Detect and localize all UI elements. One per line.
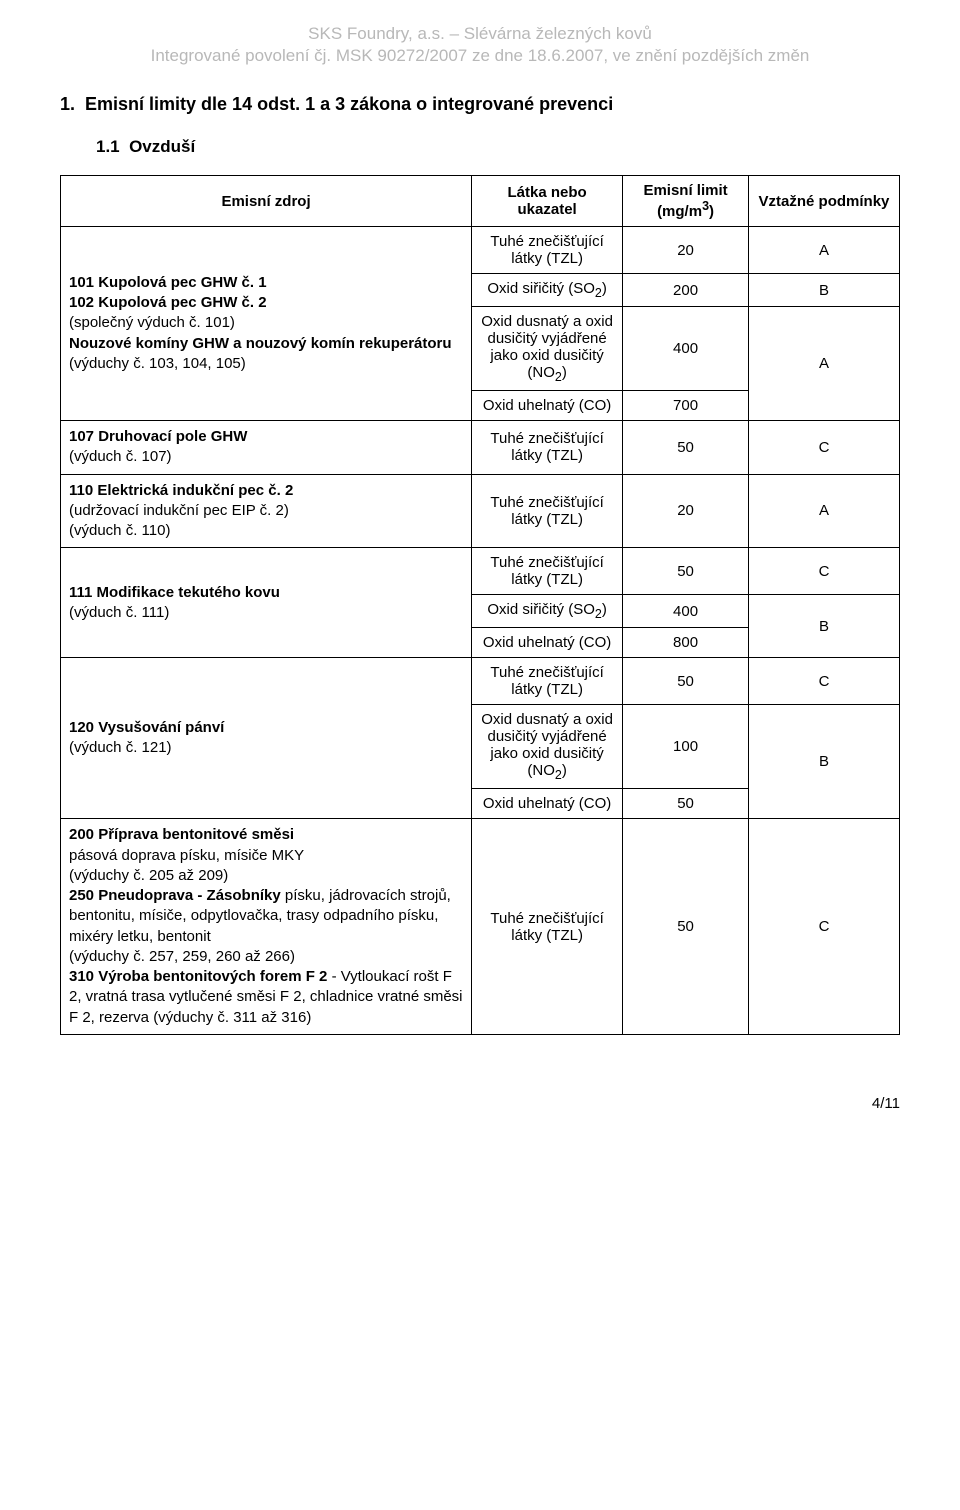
limit-cell: 800 — [623, 628, 749, 658]
indicator-cell: Oxid uhelnatý (CO) — [472, 391, 623, 421]
cond-cell: B — [748, 705, 899, 819]
header-line-2: Integrované povolení čj. MSK 90272/2007 … — [60, 46, 900, 66]
col-limit: Emisní limit (mg/m3) — [623, 176, 749, 227]
src-l1: 107 Druhovací pole GHW — [69, 428, 247, 445]
cond-cell: A — [748, 307, 899, 421]
source-cell: 111 Modifikace tekutého kovu (výduch č. … — [61, 548, 472, 658]
cond-cell: A — [748, 227, 899, 274]
indicator-cell: Oxid dusnatý a oxid dusičitý vyjádřené j… — [472, 307, 623, 391]
header-line-1: SKS Foundry, a.s. – Slévárna železných k… — [60, 24, 900, 44]
col-indicator: Látka nebo ukazatel — [472, 176, 623, 227]
source-cell: 101 Kupolová pec GHW č. 1 102 Kupolová p… — [61, 227, 472, 421]
limit-cell: 20 — [623, 227, 749, 274]
src-l2: (výduch č. 121) — [69, 739, 172, 756]
indicator-cell: Tuhé znečišťující látky (TZL) — [472, 421, 623, 475]
src-l2: pásová doprava písku, mísiče MKY — [69, 847, 304, 864]
subsection-title: 1.1 Ovzduší — [96, 137, 900, 157]
indicator-cell: Oxid siřičitý (SO2) — [472, 595, 623, 628]
src-l3: (výduch č. 110) — [69, 522, 170, 539]
indicator-cell: Tuhé znečišťující látky (TZL) — [472, 658, 623, 705]
src-l1: 111 Modifikace tekutého kovu — [69, 584, 280, 601]
table-row: 101 Kupolová pec GHW č. 1 102 Kupolová p… — [61, 227, 900, 274]
limit-cell: 50 — [623, 421, 749, 475]
source-cell: 120 Vysušování pánví (výduch č. 121) — [61, 658, 472, 819]
col-conditions: Vztažné podmínky — [748, 176, 899, 227]
indicator-cell: Tuhé znečišťující látky (TZL) — [472, 819, 623, 1035]
table-row: 111 Modifikace tekutého kovu (výduch č. … — [61, 548, 900, 595]
page-number: 4/11 — [60, 1095, 900, 1112]
limit-cell: 400 — [623, 595, 749, 628]
src-l1: 101 Kupolová pec GHW č. 1 — [69, 274, 267, 291]
cond-cell: A — [748, 474, 899, 548]
indicator-cell: Tuhé znečišťující látky (TZL) — [472, 227, 623, 274]
src-l3: (výduchy č. 205 až 209) — [69, 867, 228, 884]
src-l2: (výduch č. 107) — [69, 448, 172, 465]
limit-cell: 400 — [623, 307, 749, 391]
indicator-cell: Tuhé znečišťující látky (TZL) — [472, 474, 623, 548]
source-cell: 107 Druhovací pole GHW (výduch č. 107) — [61, 421, 472, 475]
cond-cell: B — [748, 595, 899, 658]
src-l2: (výduch č. 111) — [69, 604, 169, 621]
table-header-row: Emisní zdroj Látka nebo ukazatel Emisní … — [61, 176, 900, 227]
src-l2: (udržovací indukční pec EIP č. 2) — [69, 502, 289, 519]
limit-cell: 700 — [623, 391, 749, 421]
limit-cell: 50 — [623, 789, 749, 819]
limit-cell: 50 — [623, 548, 749, 595]
limit-cell: 100 — [623, 705, 749, 789]
src-l4: Nouzové komíny GHW a nouzový komín rekup… — [69, 335, 452, 352]
indicator-cell: Oxid siřičitý (SO2) — [472, 274, 623, 307]
indicator-cell: Oxid uhelnatý (CO) — [472, 628, 623, 658]
emissions-table: Emisní zdroj Látka nebo ukazatel Emisní … — [60, 175, 900, 1035]
cond-cell: C — [748, 819, 899, 1035]
limit-cell: 50 — [623, 819, 749, 1035]
src-l1: 200 Příprava bentonitové směsi — [69, 826, 294, 843]
src-l5: (výduchy č. 257, 259, 260 až 266) — [69, 948, 295, 965]
indicator-cell: Oxid uhelnatý (CO) — [472, 789, 623, 819]
section-title: 1. Emisní limity dle 14 odst. 1 a 3 záko… — [60, 94, 900, 115]
source-cell: 200 Příprava bentonitové směsi pásová do… — [61, 819, 472, 1035]
src-l1: 110 Elektrická indukční pec č. 2 — [69, 482, 293, 499]
limit-cell: 200 — [623, 274, 749, 307]
col-source: Emisní zdroj — [61, 176, 472, 227]
src-l3: (společný výduch č. 101) — [69, 314, 235, 331]
table-row: 110 Elektrická indukční pec č. 2 (udržov… — [61, 474, 900, 548]
page-header: SKS Foundry, a.s. – Slévárna železných k… — [60, 24, 900, 66]
cond-cell: C — [748, 421, 899, 475]
table-row: 107 Druhovací pole GHW (výduch č. 107) T… — [61, 421, 900, 475]
src-l6a: 310 Výroba bentonitových forem F 2 — [69, 968, 327, 985]
cond-cell: C — [748, 548, 899, 595]
indicator-cell: Oxid dusnatý a oxid dusičitý vyjádřené j… — [472, 705, 623, 789]
cond-cell: C — [748, 658, 899, 705]
table-row: 120 Vysušování pánví (výduch č. 121) Tuh… — [61, 658, 900, 705]
src-l5: (výduchy č. 103, 104, 105) — [69, 355, 246, 372]
table-row: 200 Příprava bentonitové směsi pásová do… — [61, 819, 900, 1035]
limit-cell: 50 — [623, 658, 749, 705]
limit-cell: 20 — [623, 474, 749, 548]
src-l1: 120 Vysušování pánví — [69, 719, 224, 736]
src-l2: 102 Kupolová pec GHW č. 2 — [69, 294, 267, 311]
indicator-cell: Tuhé znečišťující látky (TZL) — [472, 548, 623, 595]
cond-cell: B — [748, 274, 899, 307]
src-l4a: 250 Pneudoprava - Zásobníky — [69, 887, 281, 904]
source-cell: 110 Elektrická indukční pec č. 2 (udržov… — [61, 474, 472, 548]
